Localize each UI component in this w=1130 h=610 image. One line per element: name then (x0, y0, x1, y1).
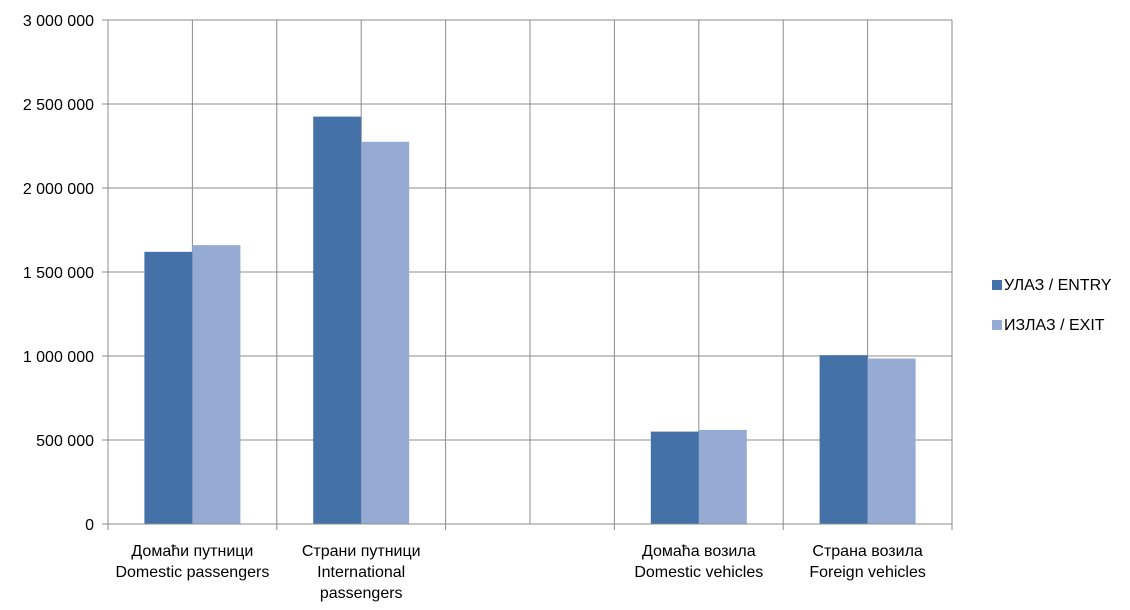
x-category-label-line: Домаћа возила (642, 543, 756, 560)
bar-exit (192, 245, 241, 524)
legend-label: ИЗЛАЗ / EXIT (1004, 317, 1105, 334)
y-tick-label: 0 (85, 517, 94, 534)
y-tick-label: 2 500 000 (23, 97, 94, 114)
x-category-label-line: Domestic passengers (115, 564, 269, 581)
bar-entry (144, 251, 193, 524)
bars (144, 116, 916, 525)
x-category-label: Домаћи путници Domestic passengers (115, 543, 269, 581)
x-axis-category-labels: Домаћи путници Domestic passengers Страни … (115, 543, 925, 602)
bar-exit (867, 358, 916, 524)
bar-entry (650, 431, 699, 524)
y-axis-tick-labels: 0 500 000 1 000 000 1 500 000 2 000 000 2 500… (23, 13, 94, 534)
bar-exit (698, 429, 747, 524)
y-tick-label: 1 000 000 (23, 349, 94, 366)
bar-exit (361, 141, 410, 525)
x-category-label-line: Domestic vehicles (634, 564, 763, 581)
x-category-label: Страни путници International passengers (302, 543, 421, 602)
legend-label: УЛАЗ / ENTRY (1004, 277, 1112, 294)
legend-swatch (992, 320, 1002, 330)
y-tick-label: 500 000 (36, 433, 94, 450)
x-category-label-line: International (317, 564, 405, 581)
bar-entry (313, 116, 362, 524)
x-category-label: Домаћа возила Domestic vehicles (634, 543, 763, 581)
x-category-label-line: Foreign vehicles (809, 564, 926, 581)
x-category-label-line: Страни путници (302, 543, 421, 560)
y-tick-label: 2 000 000 (23, 181, 94, 198)
legend-swatch (992, 280, 1002, 290)
axes (102, 19, 953, 530)
x-category-label-line: passengers (320, 585, 403, 602)
x-category-label-line: Домаћи путници (131, 543, 253, 560)
y-tick-label: 3 000 000 (23, 13, 94, 30)
y-tick-label: 1 500 000 (23, 265, 94, 282)
x-category-label-line: Страна возила (812, 543, 923, 560)
legend: УЛАЗ / ENTRY ИЗЛАЗ / EXIT (992, 277, 1112, 334)
x-category-label: Страна возила Foreign vehicles (809, 543, 926, 581)
bar-entry (819, 355, 868, 524)
